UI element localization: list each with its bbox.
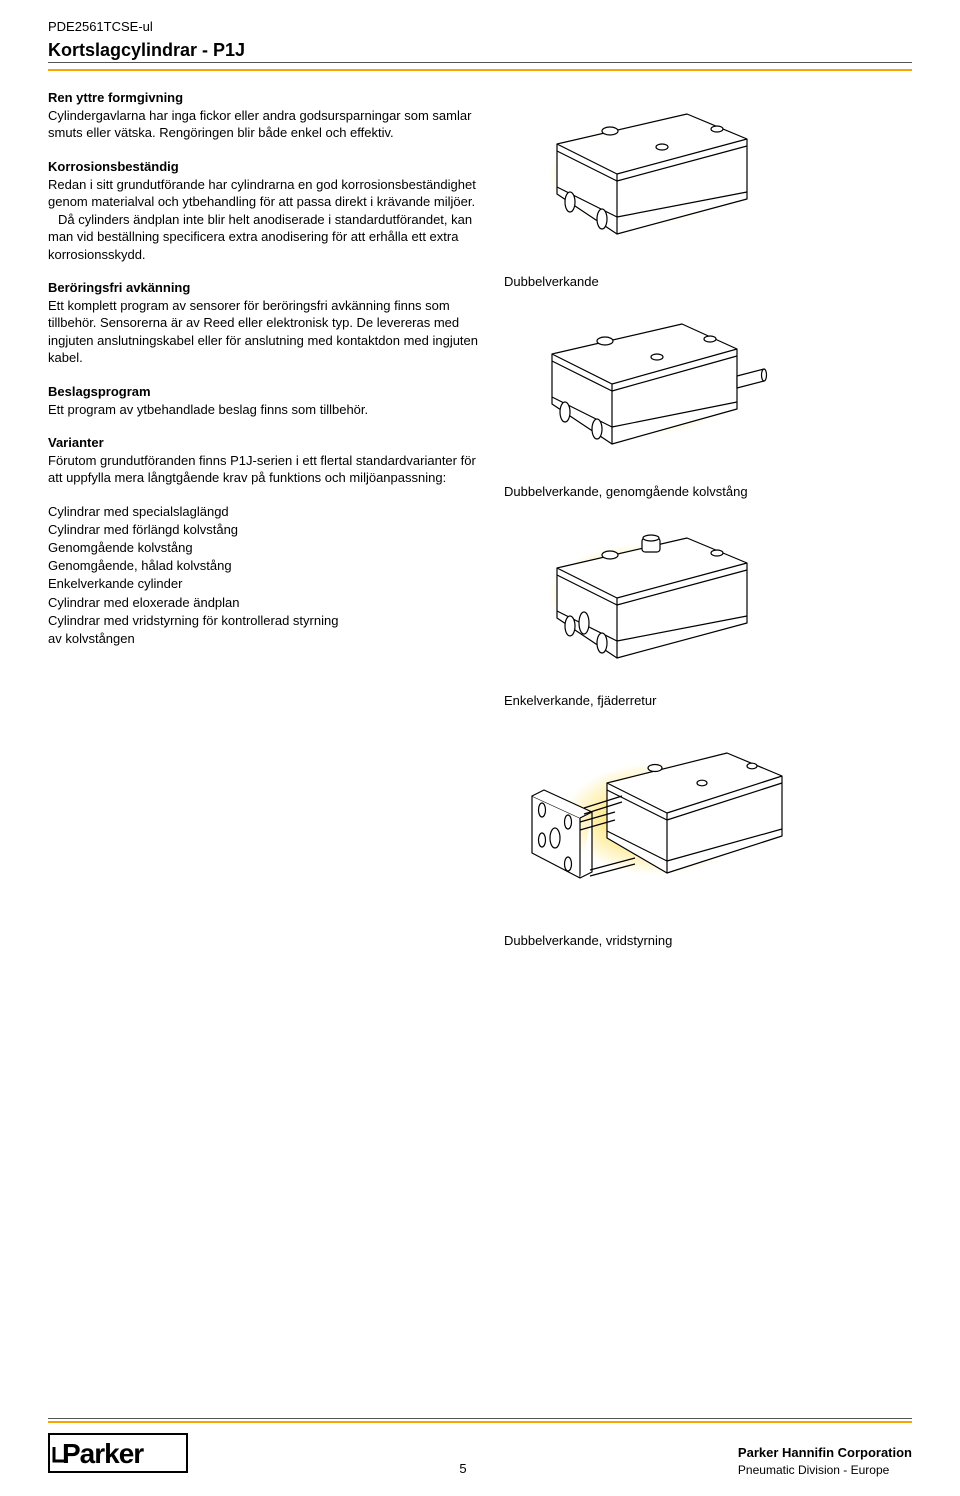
list-item: Cylindrar med förlängd kolvstång <box>48 521 478 539</box>
list-item: Cylindrar med specialslaglängd <box>48 503 478 521</box>
right-column: Dubbelverkande <box>502 89 912 957</box>
cylinder-illustration-1 <box>502 89 782 269</box>
heading-beslag: Beslagsprogram <box>48 384 151 399</box>
caption-2: Dubbelverkande, genomgående kolvstång <box>504 483 912 501</box>
heading-formgivning: Ren yttre formgivning <box>48 90 183 105</box>
cylinder-illustration-3 <box>502 508 782 688</box>
cylinder-illustration-4 <box>502 718 802 928</box>
list-item: Cylindrar med vridstyrning för kontrolle… <box>48 612 478 630</box>
section-formgivning: Ren yttre formgivning Cylindergavlarna h… <box>48 89 478 142</box>
list-item: Enkelverkande cylinder <box>48 575 478 593</box>
body-korrosion-1: Redan i sitt grundutförande har cylindra… <box>48 177 476 210</box>
section-korrosion: Korrosionsbeständig Redan i sitt grundut… <box>48 158 478 263</box>
cylinder-illustration-2 <box>502 299 782 479</box>
footer-rule-gray <box>48 1418 912 1420</box>
doc-title: Kortslagcylindrar - P1J <box>48 38 912 62</box>
list-item: Cylindrar med eloxerade ändplan <box>48 594 478 612</box>
division-name: Pneumatic Division - Europe <box>738 1462 912 1478</box>
rule-gray <box>48 62 912 64</box>
doc-code: PDE2561TCSE-ul <box>48 18 912 36</box>
body-beslag: Ett program av ytbehandlade beslag finns… <box>48 402 368 417</box>
body-avkanning: Ett komplett program av sensorer för ber… <box>48 298 478 366</box>
left-column: Ren yttre formgivning Cylindergavlarna h… <box>48 89 478 957</box>
caption-4: Dubbelverkande, vridstyrning <box>504 932 912 950</box>
page-number: 5 <box>188 1460 738 1478</box>
figure-dubbelverkande: Dubbelverkande <box>502 89 912 291</box>
rule-orange <box>48 69 912 71</box>
body-formgivning: Cylindergavlarna har inga fickor eller a… <box>48 108 471 141</box>
body-varianter: Förutom grundutföranden finns P1J-serien… <box>48 453 476 486</box>
footer-company: Parker Hannifin Corporation Pneumatic Di… <box>738 1444 912 1478</box>
list-item: av kolvstången <box>48 630 478 648</box>
heading-avkanning: Beröringsfri avkänning <box>48 280 190 295</box>
page-footer: Parker 5 Parker Hannifin Corporation Pne… <box>0 1418 960 1478</box>
list-item: Genomgående kolvstång <box>48 539 478 557</box>
body-korrosion-2: Då cylinders ändplan inte blir helt anod… <box>48 211 478 264</box>
section-varianter: Varianter Förutom grundutföranden finns … <box>48 434 478 487</box>
list-item: Genomgående, hålad kolvstång <box>48 557 478 575</box>
parker-logo: Parker <box>48 1433 188 1478</box>
figure-genomgaende: Dubbelverkande, genomgående kolvstång <box>502 299 912 501</box>
footer-rule-orange <box>48 1421 912 1423</box>
page-header: PDE2561TCSE-ul Kortslagcylindrar - P1J <box>0 0 960 89</box>
heading-korrosion: Korrosionsbeständig <box>48 159 179 174</box>
caption-3: Enkelverkande, fjäderretur <box>504 692 912 710</box>
svg-text:Parker: Parker <box>62 1438 144 1469</box>
caption-1: Dubbelverkande <box>504 273 912 291</box>
heading-varianter: Varianter <box>48 435 104 450</box>
company-name: Parker Hannifin Corporation <box>738 1444 912 1462</box>
section-avkanning: Beröringsfri avkänning Ett komplett prog… <box>48 279 478 367</box>
figure-vridstyrning: Dubbelverkande, vridstyrning <box>502 718 912 950</box>
main-content: Ren yttre formgivning Cylindergavlarna h… <box>0 89 960 957</box>
section-beslag: Beslagsprogram Ett program av ytbehandla… <box>48 383 478 418</box>
variant-list: Cylindrar med specialslaglängd Cylindrar… <box>48 503 478 649</box>
figure-enkelverkande: Enkelverkande, fjäderretur <box>502 508 912 710</box>
